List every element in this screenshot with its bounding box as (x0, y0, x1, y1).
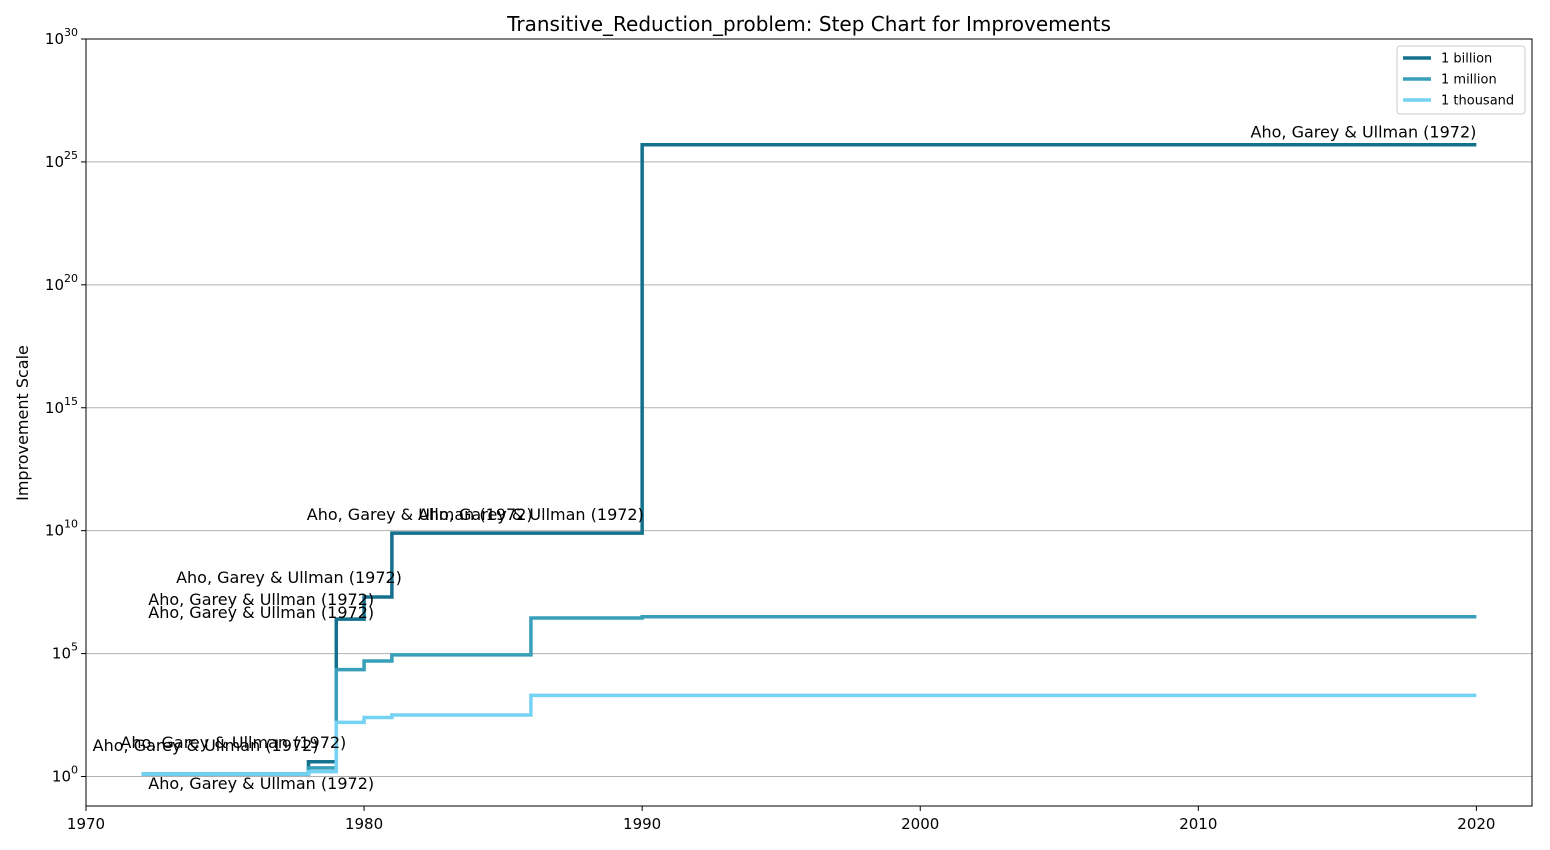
annotation-label: Aho, Garey & Ullman (1972) (120, 733, 346, 752)
grid-lines (86, 38, 1532, 777)
x-axis-ticks: 1970 1980 1990 2000 2010 2020 (67, 806, 1495, 833)
annotation-label: Aho, Garey & Ullman (1972) (93, 736, 319, 755)
x-tick-label: 1980 (345, 815, 383, 833)
series-line-1-million (141, 614, 1477, 776)
annotation-label: Aho, Garey & Ullman (1972) (148, 603, 374, 622)
legend-entry: 1 thousand (1441, 94, 1514, 109)
legend-entry: 1 billion (1441, 52, 1492, 67)
annotation-label: Aho, Garey & Ullman (1972) (148, 774, 374, 793)
legend: 1 billion 1 million 1 thousand (1396, 45, 1526, 115)
y-tick-label: 1010 (45, 518, 78, 540)
annotations: Aho, Garey & Ullman (1972)Aho, Garey & U… (93, 123, 1477, 793)
series-lines (141, 142, 1477, 776)
plot-frame (85, 38, 1533, 807)
y-tick-label: 105 (52, 641, 78, 663)
x-tick-label: 1970 (67, 815, 105, 833)
series-line-1-billion (141, 142, 1477, 776)
y-tick-label: 1020 (45, 272, 78, 294)
annotation-label: Aho, Garey & Ullman (1972) (307, 505, 533, 524)
legend-entry: 1 million (1441, 73, 1497, 88)
y-axis-ticks: 100 105 1010 1015 1020 1025 1030 (45, 26, 86, 786)
x-tick-label: 2020 (1457, 815, 1495, 833)
y-axis-label: Improvement Scale (13, 345, 32, 501)
x-tick-label: 1990 (623, 815, 661, 833)
annotation-label: Aho, Garey & Ullman (1972) (418, 505, 644, 524)
y-tick-label: 1025 (45, 149, 78, 171)
x-tick-label: 2010 (1179, 815, 1217, 833)
x-tick-label: 2000 (901, 815, 939, 833)
y-tick-label: 1030 (45, 26, 78, 48)
legend-box (1396, 45, 1526, 115)
y-tick-label: 100 (52, 764, 78, 786)
chart-title: Transitive_Reduction_problem: Step Chart… (506, 12, 1111, 36)
y-tick-label: 1015 (45, 395, 78, 417)
annotation-label: Aho, Garey & Ullman (1972) (148, 590, 374, 609)
annotation-label: Aho, Garey & Ullman (1972) (1251, 123, 1477, 142)
annotation-label: Aho, Garey & Ullman (1972) (176, 568, 402, 587)
series-line-1-thousand (141, 693, 1477, 776)
